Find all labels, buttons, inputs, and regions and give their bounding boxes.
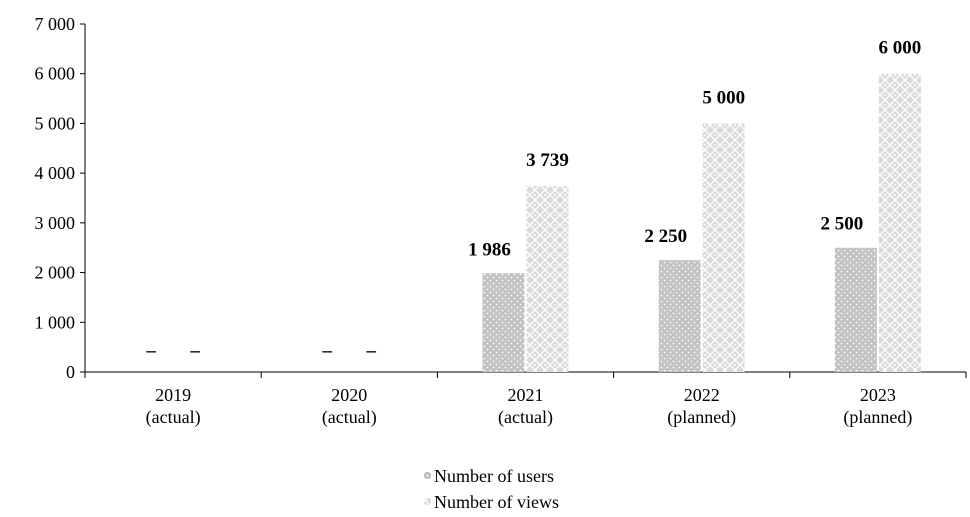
data-label-bg <box>515 144 580 173</box>
chart-bars <box>482 73 921 372</box>
data-label: 1 986 <box>468 239 511 260</box>
data-label: 3 739 <box>526 150 569 171</box>
legend-swatch-views <box>424 498 431 505</box>
data-label-empty: – <box>189 341 200 362</box>
y-tick-label: 4 000 <box>35 163 76 183</box>
data-label-bg <box>809 207 874 236</box>
data-label-bg <box>457 233 522 262</box>
x-tick-label: 2020 (actual) <box>322 385 377 428</box>
data-label: 6 000 <box>879 38 922 59</box>
legend-label-users: Number of users <box>434 466 554 486</box>
data-label-empty: – <box>366 341 377 362</box>
y-tick-label: 2 000 <box>35 263 76 283</box>
chart-legend: Number of users Number of views <box>424 466 559 512</box>
bar-users <box>482 273 525 372</box>
y-tick-label: 5 000 <box>35 113 76 133</box>
legend-label-views: Number of views <box>434 492 559 512</box>
x-tick-label: 2022 (planned) <box>667 385 736 428</box>
x-tick-label: 2023 (planned) <box>843 385 912 428</box>
bar-users <box>834 247 877 372</box>
data-label-empty: – <box>145 341 156 362</box>
legend-swatch-users <box>424 472 431 479</box>
y-tick-label: 0 <box>66 362 75 382</box>
data-label-bg <box>691 81 756 110</box>
chart-axes: 0 1 000 2 000 3 000 4 000 5 000 6 000 7 000 2019… <box>35 14 967 428</box>
y-tick-label: 6 000 <box>35 64 76 84</box>
y-tick-label: 1 000 <box>35 312 76 332</box>
data-label: 2 500 <box>821 214 864 235</box>
bar-views <box>878 73 921 372</box>
x-tick-label: 2019 (actual) <box>146 385 201 428</box>
data-label-empty: – <box>322 341 333 362</box>
data-label: 2 250 <box>644 226 687 247</box>
bar-views <box>526 186 569 372</box>
data-label: 5 000 <box>702 87 745 108</box>
bar-users <box>658 260 701 372</box>
bar-views <box>702 123 745 372</box>
y-tick-label: 3 000 <box>35 213 76 233</box>
y-tick-label: 7 000 <box>35 14 76 34</box>
data-label-bg <box>633 220 698 249</box>
data-label-bg <box>867 31 932 60</box>
x-tick-label: 2021 (actual) <box>498 385 553 428</box>
chart-data-labels: – – 1 986 2 250 2 500 – – 3 739 5 000 6 000 <box>145 31 932 362</box>
